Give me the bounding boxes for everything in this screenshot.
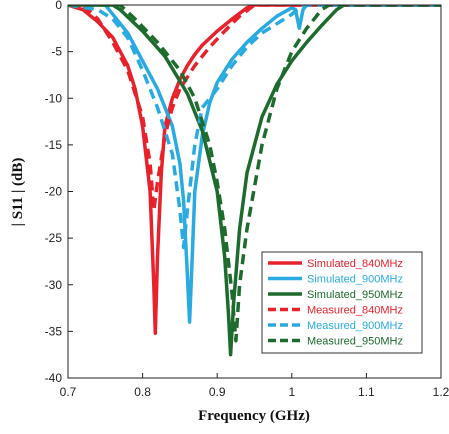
- y-tick-label: -30: [45, 278, 63, 292]
- legend-label-simulated-950mhz: Simulated_950MHz: [307, 289, 403, 301]
- y-tick-label: -25: [45, 231, 63, 245]
- legend-label-measured-900mhz: Measured_900MHz: [307, 320, 403, 332]
- x-tick-label: 0.7: [60, 385, 77, 399]
- series-line-measured-900mhz: [68, 5, 441, 250]
- series-layer: [68, 5, 441, 357]
- x-tick-label: 1: [288, 385, 295, 399]
- x-tick-label: 0.9: [209, 385, 226, 399]
- ticks-layer: 0.7 0.8 0.9 1 1.1 1.2 0 -5 -10 -15 -20 -25 -30 -35 -40: [45, 0, 449, 399]
- legend-box: [261, 251, 423, 354]
- legend-label-measured-950mhz: Measured_950MHz: [307, 336, 403, 348]
- x-tick-label: 0.8: [134, 385, 151, 399]
- series-line-measured-840mhz: [68, 5, 441, 212]
- legend-label-simulated-840mhz: Simulated_840MHz: [307, 258, 403, 270]
- y-axis-title: | S11 | (dB): [10, 158, 26, 227]
- y-tick-label: -35: [45, 324, 63, 338]
- y-tick-label: -10: [45, 91, 63, 105]
- legend: Simulated_840MHz Simulated_900MHz Simulate…: [261, 251, 423, 354]
- y-tick-label: -5: [51, 45, 62, 59]
- x-tick-label: 1.2: [433, 385, 449, 399]
- y-tick-label: 0: [55, 0, 62, 12]
- series-line-simulated-840mhz: [68, 5, 441, 335]
- y-tick-label: -40: [45, 371, 63, 385]
- series-line-simulated-950mhz: [68, 5, 441, 357]
- y-tick-label: -15: [45, 138, 63, 152]
- x-tick-label: 1.1: [358, 385, 375, 399]
- legend-label-measured-840mhz: Measured_840MHz: [307, 305, 403, 317]
- series-line-measured-950mhz: [68, 5, 441, 343]
- legend-label-simulated-900mhz: Simulated_900MHz: [307, 274, 403, 286]
- y-tick-label: -20: [45, 185, 63, 199]
- x-axis-title: Frequency (GHz): [198, 408, 310, 424]
